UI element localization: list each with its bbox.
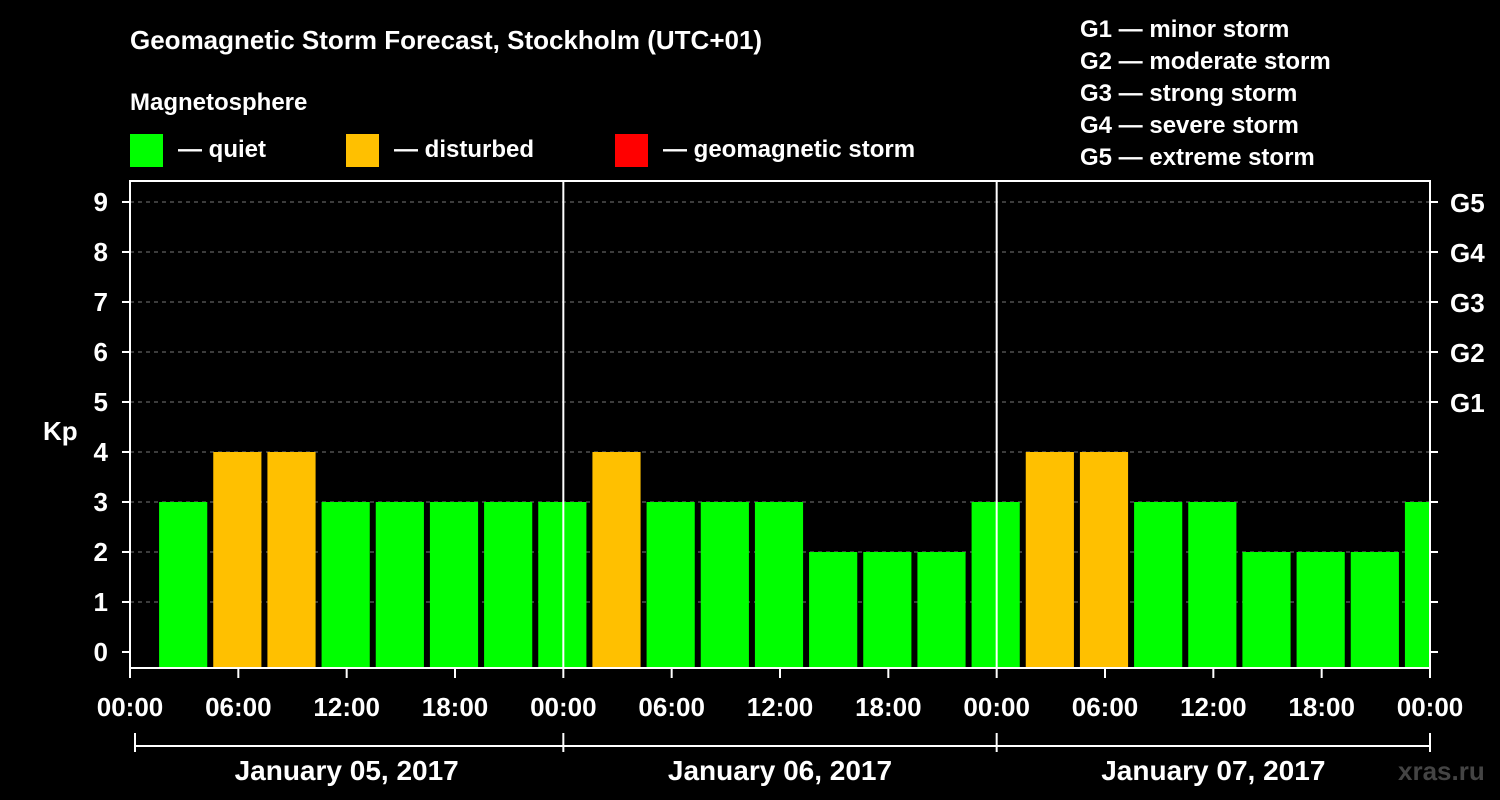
kp-bar: [592, 452, 641, 668]
storm-scale-legend: G1 — minor storm G2 — moderate storm G3 — …: [1080, 16, 1331, 171]
y-tick-label: 3: [94, 487, 108, 517]
y-tick-label: 4: [94, 437, 109, 467]
kp-bar: [484, 502, 533, 668]
storm-level-label: G1: [1450, 388, 1485, 418]
kp-bar: [646, 502, 695, 668]
kp-bar: [429, 502, 479, 668]
kp-bar: [1350, 552, 1399, 668]
x-tick-label: 06:00: [205, 692, 272, 722]
storm-scale-item: G5 — extreme storm: [1080, 144, 1315, 171]
y-axis-label: Kp: [43, 416, 78, 446]
storm-level-label: G4: [1450, 238, 1485, 268]
chart-title: Geomagnetic Storm Forecast, Stockholm (U…: [130, 25, 762, 55]
kp-bar: [213, 452, 262, 668]
day-axis: January 05, 2017 January 06, 2017 January …: [134, 733, 1431, 786]
storm-scale-item: G4 — severe storm: [1080, 112, 1299, 139]
kp-bar: [1079, 452, 1129, 668]
kp-bar: [1404, 502, 1430, 668]
day-label: January 05, 2017: [235, 755, 459, 786]
y-tick-label: 7: [94, 287, 108, 317]
kp-bar: [159, 502, 208, 668]
kp-bar: [267, 452, 316, 668]
storm-level-label: G2: [1450, 338, 1485, 368]
storm-scale-item: G3 — strong storm: [1080, 80, 1297, 107]
kp-bar: [1296, 552, 1345, 668]
y-tick-label: 5: [94, 387, 108, 417]
kp-bar: [321, 502, 370, 668]
x-tick-label: 12:00: [1180, 692, 1247, 722]
storm-scale-item: G1 — minor storm: [1080, 16, 1289, 43]
y-tick-label: 9: [94, 187, 108, 217]
day-label: January 07, 2017: [1101, 755, 1325, 786]
kp-bar: [1242, 552, 1291, 668]
kp-bar: [375, 502, 424, 668]
kp-bar: [700, 502, 749, 668]
legend-label-1: — disturbed: [394, 136, 534, 163]
day-label: January 06, 2017: [668, 755, 892, 786]
x-tick-label: 06:00: [638, 692, 705, 722]
kp-bar: [754, 502, 804, 668]
storm-level-label: G5: [1450, 188, 1485, 218]
storm-scale-item: G2 — moderate storm: [1080, 48, 1331, 75]
legend-label-0: — quiet: [178, 136, 266, 163]
y-tick-label: 1: [94, 587, 108, 617]
x-tick-label: 06:00: [1072, 692, 1139, 722]
legend-swatch-0: [130, 134, 163, 167]
y-tick-label: 2: [94, 537, 108, 567]
kp-bar: [917, 552, 966, 668]
x-tick-label: 12:00: [313, 692, 380, 722]
x-axis: 00:00 06:00 12:00 18:00 00:00 06:00 12:00 18:00…: [97, 668, 1464, 722]
legend-label-2: — geomagnetic storm: [663, 136, 915, 163]
legend-swatch-1: [346, 134, 379, 167]
x-tick-label: 18:00: [1288, 692, 1355, 722]
y-tick-label: 0: [94, 637, 108, 667]
bars: [159, 452, 1430, 668]
x-tick-label: 12:00: [747, 692, 814, 722]
watermark: xras.ru: [1398, 756, 1485, 786]
day-separators: [562, 181, 998, 668]
legend: — quiet — disturbed — geomagnetic storm: [130, 134, 915, 167]
storm-level-axis: G1 G2 G3 G4 G5: [1430, 188, 1485, 653]
x-tick-label: 00:00: [1397, 692, 1464, 722]
kp-bar: [809, 552, 858, 668]
kp-bar: [1025, 452, 1074, 668]
x-tick-label: 00:00: [963, 692, 1030, 722]
x-tick-label: 18:00: [422, 692, 489, 722]
kp-bar: [1188, 502, 1237, 668]
x-tick-label: 00:00: [97, 692, 164, 722]
y-axis: 0 1 2 3 4 5 6 7 8 9: [94, 187, 130, 667]
storm-level-label: G3: [1450, 288, 1485, 318]
legend-swatch-2: [615, 134, 648, 167]
kp-bar: [1134, 502, 1183, 668]
x-tick-label: 18:00: [855, 692, 922, 722]
y-tick-label: 8: [94, 237, 108, 267]
legend-title: Magnetosphere: [130, 89, 307, 116]
y-tick-label: 6: [94, 337, 108, 367]
x-tick-label: 00:00: [530, 692, 597, 722]
kp-bar: [863, 552, 912, 668]
kp-bar: [971, 502, 1020, 668]
